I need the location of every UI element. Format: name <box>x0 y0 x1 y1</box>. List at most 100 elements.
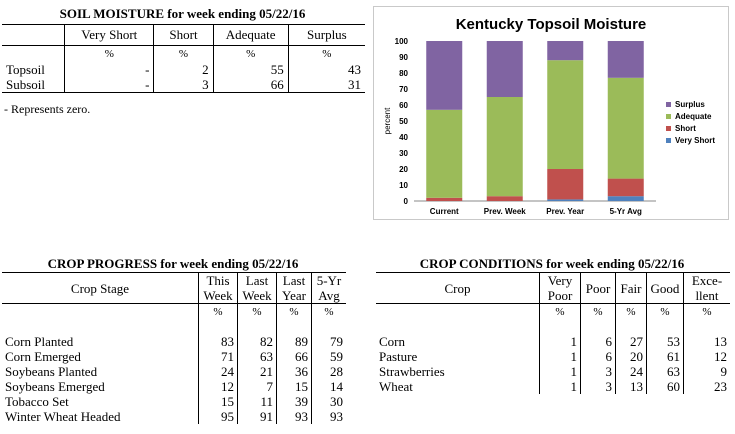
bar-surplus <box>486 41 523 97</box>
table-row: Corn 1 6 27 53 13 <box>376 334 730 349</box>
col-surplus: Surplus <box>287 24 365 46</box>
blank-header <box>2 25 65 46</box>
bar-adequate <box>547 60 584 170</box>
row-label: Winter Wheat Headed <box>5 409 121 424</box>
cell: 6 <box>580 349 616 364</box>
legend-swatch <box>666 102 671 107</box>
cell: 30 <box>311 394 346 409</box>
cell: 43 <box>287 62 365 77</box>
bar-short <box>607 178 644 197</box>
crop-progress-table: Crop Stage This Week Last Week Last Year 5-… <box>2 272 346 424</box>
soil-moisture-table: Very Short Short Adequate Surplus % % % … <box>2 24 365 93</box>
row-label: Soybeans Planted <box>5 364 98 379</box>
crop-conditions-table: Crop Very Poor Poor Fair Good Exce-llent … <box>376 272 730 394</box>
cell: 71 <box>198 349 238 364</box>
table-row: Topsoil - 2 55 43 <box>2 62 365 77</box>
cell: 3 <box>580 364 616 379</box>
cell: 31 <box>287 77 365 93</box>
cell: 53 <box>646 334 684 349</box>
x-tick-label: Prev. Year <box>546 207 584 216</box>
legend-label: Adequate <box>675 112 712 121</box>
cell: 1 <box>539 334 581 349</box>
pct-cell: % <box>615 303 647 320</box>
cell: 1 <box>539 379 581 394</box>
legend-swatch <box>666 138 671 143</box>
y-tick-label: 10 <box>399 181 408 190</box>
pct-blank <box>376 304 540 321</box>
y-tick-label: 40 <box>399 133 408 142</box>
cell: 1 <box>539 364 581 379</box>
y-tick-label: 70 <box>399 85 408 94</box>
col-very-short: Very Short <box>64 24 154 46</box>
col-fair: Fair <box>615 272 647 304</box>
table-row: Corn Planted 83 82 89 79 <box>2 334 346 349</box>
cell: 66 <box>212 77 289 93</box>
bar-adequate <box>426 109 463 198</box>
cell: 24 <box>615 364 647 379</box>
cell: 7 <box>237 379 277 394</box>
legend-swatch <box>666 114 671 119</box>
x-tick-label: 5-Yr Avg <box>610 207 642 216</box>
table-row: Winter Wheat Headed 95 91 93 93 <box>2 409 346 424</box>
cell: 12 <box>198 379 238 394</box>
pct-cell: % <box>683 303 730 320</box>
cell: 13 <box>615 379 647 394</box>
cell: 79 <box>311 334 346 349</box>
pct-cell: % <box>276 303 312 320</box>
cell: 63 <box>237 349 277 364</box>
col-last-week: Last Week <box>237 272 277 304</box>
bar-adequate <box>486 97 523 197</box>
cell: 55 <box>212 62 289 77</box>
cell: 3 <box>153 77 214 93</box>
bar-very-short <box>607 196 644 201</box>
cell: 3 <box>580 379 616 394</box>
row-label: Tobacco Set <box>5 394 69 409</box>
cell: 21 <box>237 364 277 379</box>
col-short: Short <box>153 24 214 46</box>
col-this-week: This Week <box>198 272 238 304</box>
legend-label: Very Short <box>675 136 715 145</box>
y-axis-label: percent <box>383 107 392 134</box>
legend-label: Surplus <box>675 100 705 109</box>
y-tick-label: 90 <box>399 53 408 62</box>
cell: 60 <box>646 379 684 394</box>
cell: 2 <box>153 62 214 77</box>
crop-progress-title: CROP PROGRESS for week ending 05/22/16 <box>47 256 299 271</box>
cell: 23 <box>683 379 730 394</box>
pct-cell: % <box>237 303 277 320</box>
pct-cell: % <box>539 303 581 320</box>
cell: 12 <box>683 349 730 364</box>
col-poor: Poor <box>580 272 616 304</box>
legend-swatch <box>666 126 671 131</box>
row-label: Corn Planted <box>5 334 74 349</box>
pct-blank <box>2 46 65 63</box>
row-label: Pasture <box>379 349 418 364</box>
crop-conditions-title: CROP CONDITIONS for week ending 05/22/16 <box>419 256 685 271</box>
row-label: Corn <box>379 334 405 349</box>
y-tick-label: 100 <box>395 37 409 46</box>
pct-cell: % <box>287 45 365 62</box>
crop-stage-header: Crop Stage <box>70 280 130 296</box>
table-row: Subsoil - 3 66 31 <box>2 77 365 93</box>
y-tick-label: 80 <box>399 69 408 78</box>
cell: 59 <box>311 349 346 364</box>
row-label: Wheat <box>379 379 413 394</box>
pct-cell: % <box>198 303 238 320</box>
col-5yr-avg: 5-Yr Avg <box>311 272 346 304</box>
cell: 93 <box>276 409 312 424</box>
bar-adequate <box>607 77 644 179</box>
y-tick-label: 20 <box>399 165 408 174</box>
x-tick-label: Current <box>430 207 459 216</box>
cell: 89 <box>276 334 312 349</box>
row-label: Strawberries <box>379 364 445 379</box>
pct-cell: % <box>153 45 214 62</box>
cell: 6 <box>580 334 616 349</box>
crop-header: Crop <box>444 280 471 296</box>
table-row: Wheat 1 3 13 60 23 <box>376 379 730 394</box>
topsoil-moisture-chart: Kentucky Topsoil Moisture 0 10 20 30 40 50 60 70… <box>373 6 729 220</box>
cell: 11 <box>237 394 277 409</box>
cell: 66 <box>276 349 312 364</box>
row-label: Corn Emerged <box>5 349 81 364</box>
cell: - <box>64 62 154 77</box>
cell: 14 <box>311 379 346 394</box>
